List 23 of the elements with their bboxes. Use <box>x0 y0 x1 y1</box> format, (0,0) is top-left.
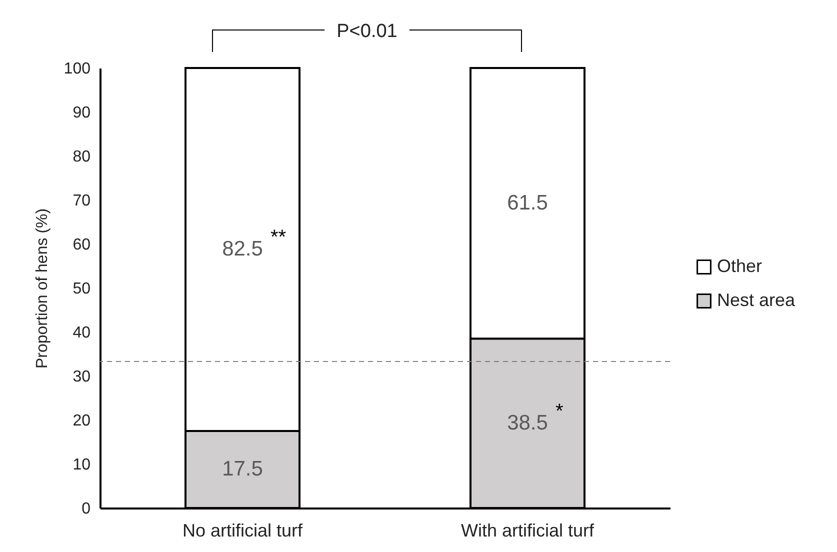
y-tick-label: 80 <box>72 148 91 166</box>
y-axis-title: Proportion of hens (%) <box>34 208 51 369</box>
y-tick-label: 50 <box>72 280 91 298</box>
y-tick-label: 90 <box>72 104 91 122</box>
y-tick-label: 10 <box>72 456 91 474</box>
data-label: 61.5 <box>507 191 548 214</box>
legend-label: Other <box>717 256 762 276</box>
y-tick-label: 0 <box>82 500 91 518</box>
annotation: ** <box>270 226 286 248</box>
y-tick-label: 100 <box>64 60 91 78</box>
text: P<0.01 <box>336 21 398 42</box>
legend-label: Nest area <box>717 290 796 310</box>
data-label: 82.5 <box>222 238 263 260</box>
y-tick-label: 60 <box>72 236 91 254</box>
y-tick-label: 70 <box>72 192 91 210</box>
annotation: * <box>556 400 564 422</box>
x-tick-label: With artificial turf <box>460 520 596 540</box>
data-label: 17.5 <box>222 458 263 480</box>
y-tick-label: 40 <box>72 324 91 342</box>
y-tick-label: 30 <box>72 368 91 386</box>
data-label: 38.5 <box>507 411 548 434</box>
y-tick-label: 20 <box>72 412 91 430</box>
x-tick-label: No artificial turf <box>182 520 304 540</box>
